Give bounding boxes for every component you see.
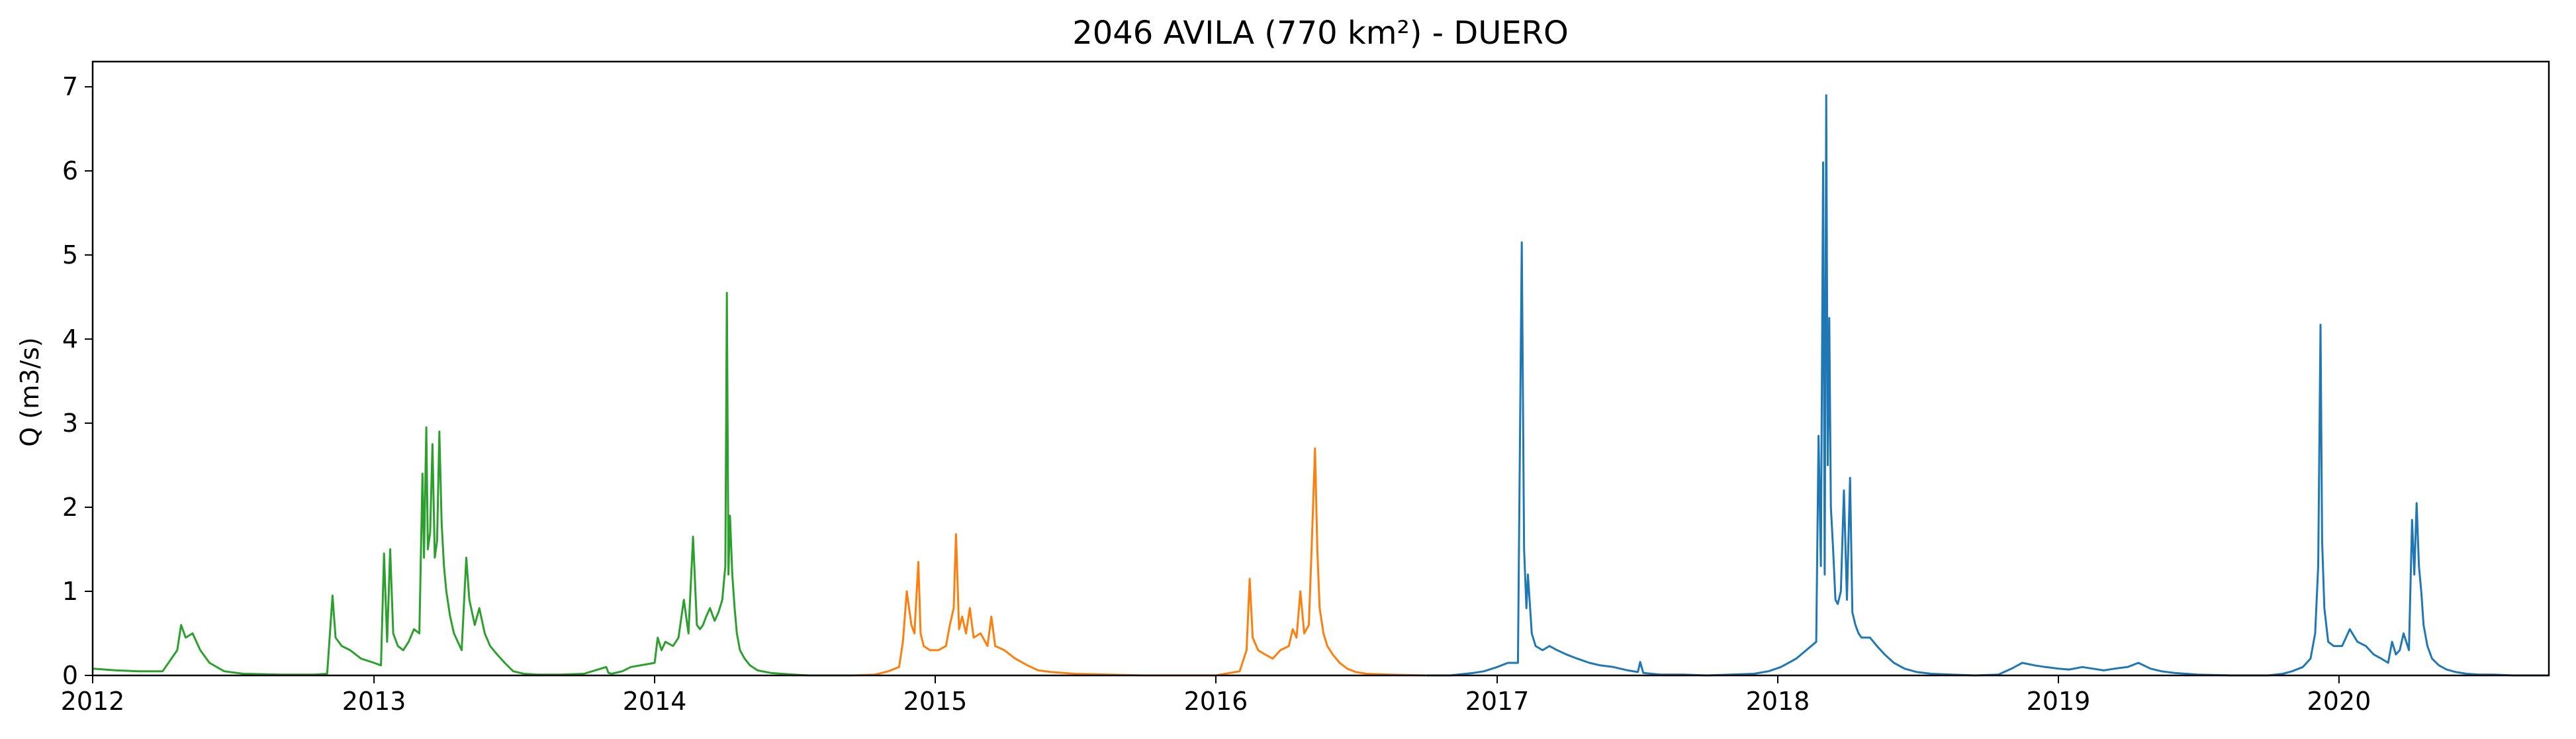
x-tick-label: 2016: [1184, 687, 1248, 716]
chart-title: 2046 AVILA (770 km²) - DUERO: [1072, 15, 1569, 52]
series-line-3: [1426, 94, 2549, 677]
series-line-2: [852, 447, 1426, 677]
x-tick-label: 2018: [1746, 687, 1810, 716]
y-tick-label: 5: [62, 240, 78, 270]
x-tick-label: 2019: [2027, 687, 2091, 716]
x-tick-label: 2017: [1465, 687, 1530, 716]
y-tick-label: 2: [62, 493, 78, 522]
x-tick-label: 2013: [342, 687, 406, 716]
y-tick-label: 3: [62, 409, 78, 438]
y-tick-label: 4: [62, 324, 78, 354]
y-tick-label: 1: [62, 577, 78, 606]
y-axis-label: Q (m3/s): [15, 337, 44, 446]
y-tick-label: 6: [62, 156, 78, 185]
x-tick-label: 2012: [61, 687, 125, 716]
series-line-1: [92, 291, 852, 677]
y-tick-label: 7: [62, 72, 78, 101]
y-tick-label: 0: [62, 661, 78, 690]
plot-frame: [91, 60, 2550, 677]
x-tick-label: 2014: [623, 687, 687, 716]
x-tick-label: 2020: [2307, 687, 2371, 716]
series-layer: [92, 94, 2549, 677]
x-tick-label: 2015: [903, 687, 968, 716]
ticks-layer: 2012 2013 2014 2015 2016 2017 2018 2019 2020 0 1 2 3…: [61, 72, 2371, 716]
